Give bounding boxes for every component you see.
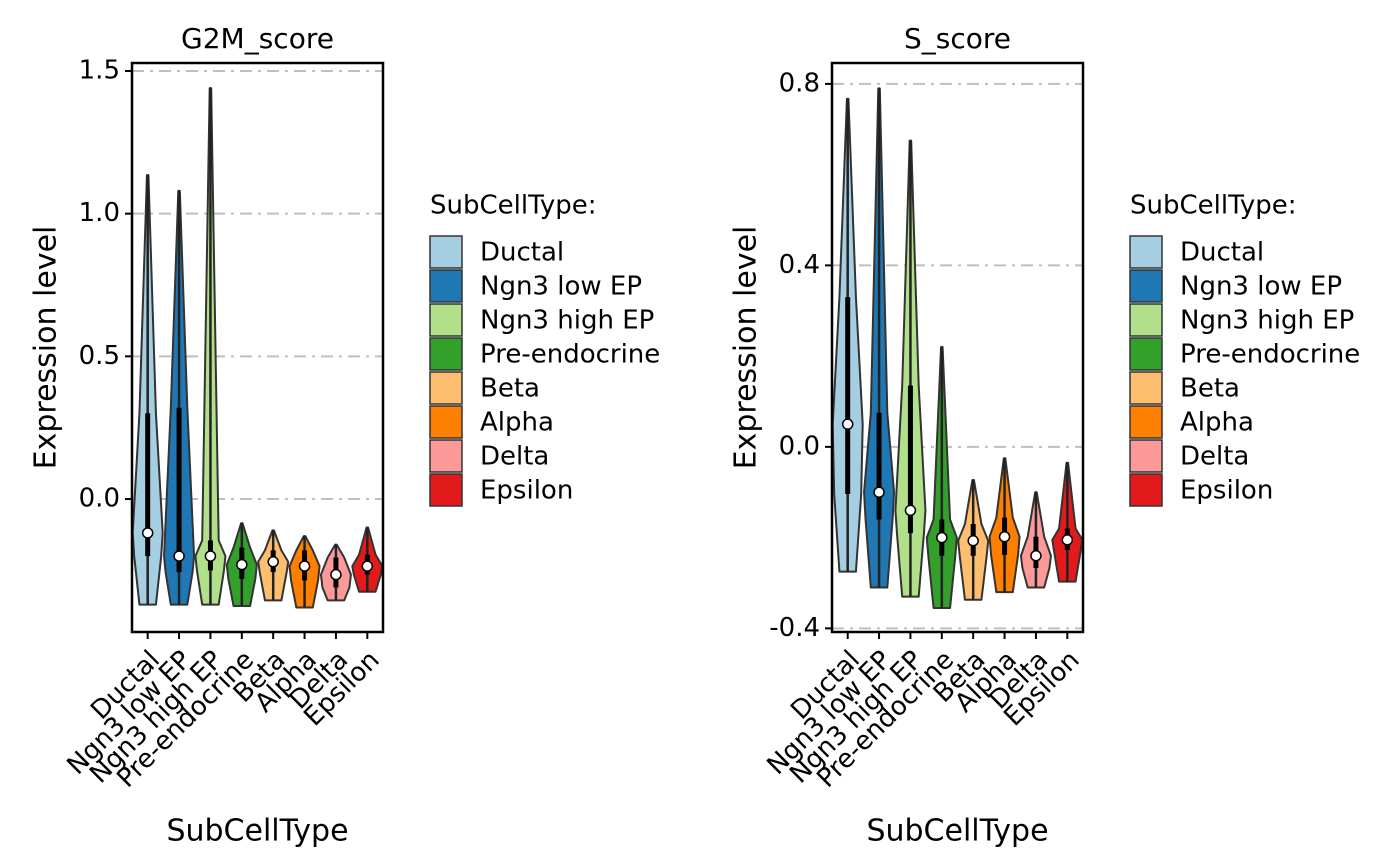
legend-swatch [429,337,463,371]
legend-swatch [1129,337,1163,371]
legend-swatch [429,439,463,473]
legend-label: Epsilon [1180,476,1273,506]
legend-title: SubCellType: [430,191,597,221]
median-dot [236,558,248,571]
legend-label: Pre-endocrine [480,340,660,370]
plot-frame [130,61,385,634]
legend-label: Ngn3 high EP [480,306,654,336]
y-tick-label: 0.4 [779,250,820,280]
legend-label: Ductal [480,238,564,268]
legend-label: Epsilon [480,476,573,506]
legend-label: Pre-endocrine [1180,340,1360,370]
legend-swatch [429,371,463,405]
y-tick-label: 0.8 [779,68,820,98]
y-tick-label: 0.0 [779,431,820,461]
panel-title: S_score [904,22,1011,55]
legend-swatch [429,303,463,337]
median-dot [173,550,185,562]
legend-label: Ngn3 high EP [1180,306,1354,336]
legend-swatch [1129,269,1163,303]
legend-swatch [1129,439,1163,473]
y-axis-label: Expression level [729,226,764,470]
y-tick-label: 1.0 [79,198,120,228]
panel-title: G2M_score [181,22,334,55]
legend-swatch [1129,473,1163,507]
legend-swatch [1129,303,1163,337]
legend-swatch [429,235,463,269]
legend-label: Alpha [1180,408,1254,438]
median-dot [1061,534,1074,546]
median-dot [904,504,917,517]
median-dot [1030,550,1042,562]
median-dot [841,418,854,430]
y-tick-label: -0.4 [769,613,820,643]
median-dot [967,535,979,547]
legend-swatch [429,473,463,507]
legend-swatch [429,405,463,439]
legend-label: Ngn3 low EP [1180,272,1342,302]
legend-swatch [429,269,463,303]
legend-label: Beta [480,374,540,404]
y-tick-label: 1.5 [79,55,120,85]
median-dot [936,531,948,544]
legend-label: Ductal [1180,238,1264,268]
median-dot [998,530,1011,543]
median-dot [267,556,279,568]
y-axis-label: Expression level [29,226,64,470]
median-dot [298,560,311,572]
legend-title: SubCellType: [1130,191,1297,221]
median-dot [873,486,885,498]
median-dot [204,550,217,562]
y-tick-label: 0.0 [79,484,120,514]
plot-frame [830,61,1085,634]
legend-label: Ngn3 low EP [480,272,642,302]
legend-label: Beta [1180,374,1240,404]
median-dot [330,568,342,581]
legend-label: Delta [1180,442,1249,472]
x-axis-label: SubCellType [166,814,348,849]
legend-label: Delta [480,442,549,472]
x-axis-label: SubCellType [866,814,1048,849]
y-tick-label: 0.5 [79,341,120,371]
legend-label: Alpha [480,408,554,438]
median-dot [141,527,154,539]
legend-swatch [1129,405,1163,439]
median-dot [361,560,374,572]
legend-swatch [1129,371,1163,405]
legend-swatch [1129,235,1163,269]
